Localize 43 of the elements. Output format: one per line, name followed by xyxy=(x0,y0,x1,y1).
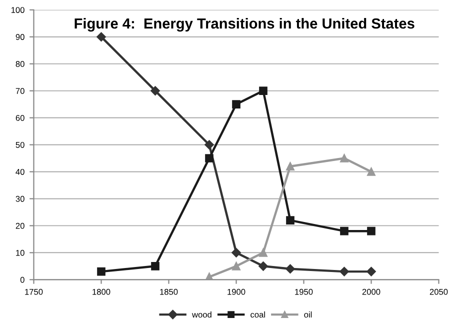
y-tick-label: 10 xyxy=(16,250,24,256)
text: Figure 4: Energy Transitions in the United States xyxy=(74,18,414,32)
x-tick-label: 1850 xyxy=(160,288,178,295)
y-tick-label: 40 xyxy=(16,168,24,175)
point xyxy=(204,140,214,150)
point xyxy=(150,86,160,96)
point xyxy=(259,248,268,257)
y-tick-label: 20 xyxy=(16,222,24,229)
point xyxy=(286,162,294,171)
legend-label: oil xyxy=(304,311,312,318)
point xyxy=(367,168,376,176)
point xyxy=(232,262,240,270)
point xyxy=(96,32,106,42)
point xyxy=(258,262,268,271)
point xyxy=(340,266,349,276)
y-tick-label: 80 xyxy=(16,61,24,67)
y-tick-label: 0 xyxy=(20,276,24,283)
legend-label: wood xyxy=(192,311,212,318)
point xyxy=(286,264,295,274)
point xyxy=(232,100,240,108)
point xyxy=(366,266,376,276)
x-tick-label: 1800 xyxy=(92,288,110,295)
point xyxy=(259,86,268,95)
y-tick-label: 90 xyxy=(16,34,24,40)
point xyxy=(340,226,348,236)
x-tick-label: 2050 xyxy=(430,288,448,295)
x-tick-label: 1900 xyxy=(228,288,246,295)
y-tick-label: 100 xyxy=(11,7,24,13)
point xyxy=(340,154,348,162)
y-tick-label: 50 xyxy=(16,142,24,148)
x-tick-label: 1750 xyxy=(25,288,43,295)
y-tick-label: 30 xyxy=(16,196,24,202)
point xyxy=(205,154,214,162)
point xyxy=(151,262,160,270)
point xyxy=(232,248,241,258)
y-tick-label: 60 xyxy=(16,114,24,121)
point xyxy=(367,226,376,236)
point xyxy=(97,267,106,276)
y-tick-label: 70 xyxy=(16,88,24,94)
point xyxy=(286,216,294,224)
x-tick-label: 2000 xyxy=(362,288,380,295)
x-tick-label: 1950 xyxy=(295,288,313,295)
legend-label: coal xyxy=(250,311,265,318)
